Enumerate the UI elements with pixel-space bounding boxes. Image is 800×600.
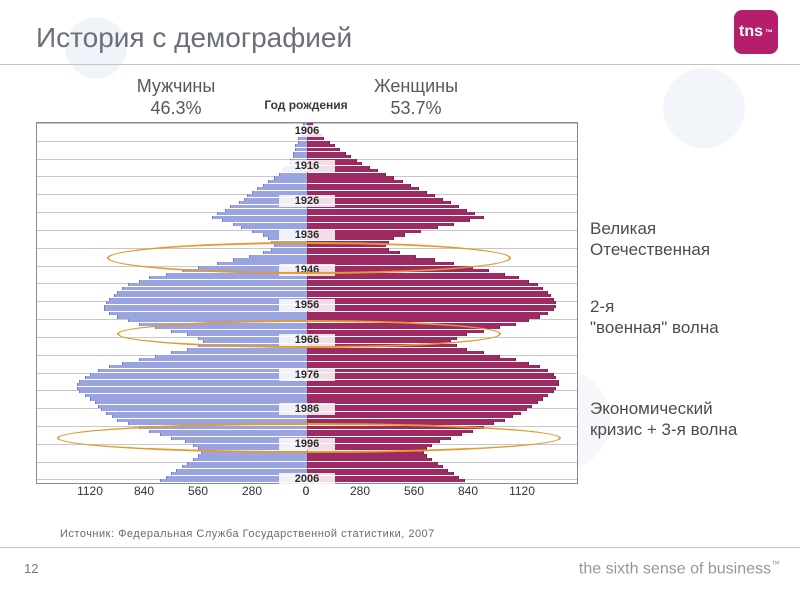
logo-text: tns [739,23,763,41]
bar-women [307,479,465,482]
divider-bottom [0,547,800,548]
highlight-ellipse [57,423,561,453]
x-tick: 280 [350,484,370,498]
x-tick: 560 [404,484,424,498]
divider-top [0,64,800,65]
source-citation: Источник: Федеральная Служба Государстве… [60,528,435,540]
tagline-text: the sixth sense of business [579,560,771,577]
x-tick: 0 [303,484,310,498]
x-tick: 840 [458,484,478,498]
highlight-ellipse [117,320,501,348]
x-tick: 280 [242,484,262,498]
bar-men [160,479,307,482]
x-tick: 560 [188,484,208,498]
annotation: 2-я "военная" волна [590,296,719,339]
tns-logo: tns™ [734,10,778,54]
pyramid-plot-area: 1906191619261936194619561966197619861996… [36,122,578,484]
page-number: 12 [24,561,38,576]
tagline: the sixth sense of business™ [579,559,780,578]
population-pyramid-chart: Мужчины 46.3% Женщины 53.7% Год рождения… [36,76,576,528]
annotation: Великая Отечественная [590,218,710,261]
highlight-ellipse [107,242,511,274]
x-tick: 840 [134,484,154,498]
annotation: Экономический кризис + 3-я волна [590,398,737,441]
slide-title: История с демографией [36,22,352,54]
slide: История с демографией tns™ Мужчины 46.3%… [0,0,800,600]
x-tick: 1120 [509,484,535,498]
x-tick: 1120 [77,484,103,498]
birth-year-label: Год рождения [36,98,576,112]
